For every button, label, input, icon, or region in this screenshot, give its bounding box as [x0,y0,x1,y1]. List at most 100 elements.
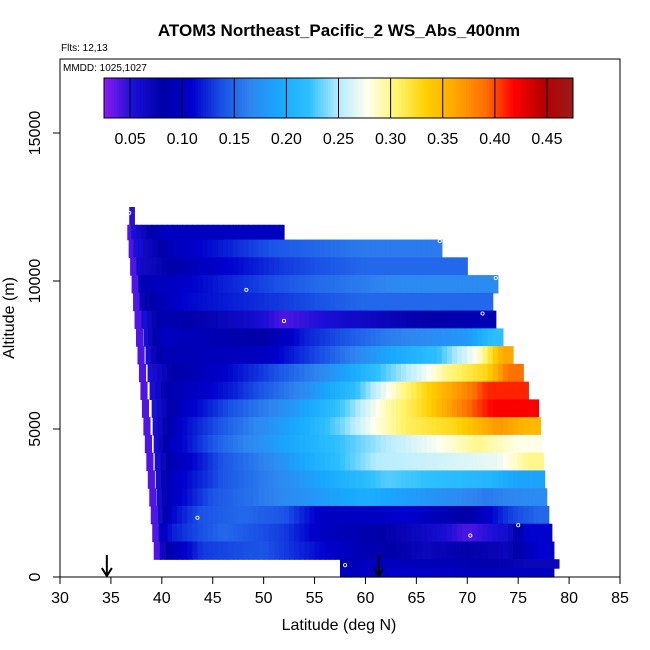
heatmap-cell [528,559,535,569]
heatmap-cell [441,452,448,472]
heatmap-cell [289,470,295,489]
heatmap-cell [314,363,321,383]
colorbar-swatch [317,78,321,118]
heatmap-cell [253,417,260,436]
heatmap-cell [426,381,433,400]
heatmap-cell [487,541,494,560]
heatmap-cell [360,275,367,294]
heatmap-cell [258,488,265,507]
heatmap-cell [492,559,499,569]
heatmap-cell [284,346,290,365]
heatmap-cell [202,310,209,329]
heatmap-cell [513,559,519,569]
heatmap-cell [233,310,239,329]
heatmap-cell [289,328,295,347]
profile-cell [138,363,147,383]
heatmap-cell [502,488,509,507]
colorbar-swatch [440,78,444,118]
heatmap-cell [198,275,204,294]
heatmap-cell [166,310,173,329]
heatmap-cell [202,257,209,276]
heatmap-cell [268,257,275,276]
heatmap-cell [452,568,458,578]
heatmap-cell [217,224,224,241]
heatmap-cell [182,224,188,241]
heatmap-cell [528,488,534,507]
heatmap-cell [487,434,494,454]
heatmap-cell [345,568,351,578]
heatmap-cell [477,568,484,578]
heatmap-cell [278,257,285,276]
heatmap-cell [202,470,209,489]
heatmap-cell [406,310,412,329]
heatmap-cell [228,275,234,294]
heatmap-cell [462,434,468,454]
sample-points [127,210,561,575]
heatmap-cell [278,541,285,560]
heatmap-cell [375,505,382,525]
colorbar-swatch [255,78,259,118]
heatmap-cell [426,417,433,436]
heatmap-cell [329,292,336,312]
heatmap-cell [207,224,214,241]
heatmap-cell [340,417,346,436]
heatmap-cell [385,434,392,454]
heatmap-cell [553,559,560,569]
colorbar-swatch [137,78,141,118]
heatmap-cell [187,224,193,241]
heatmap-cell [360,292,367,312]
heatmap-cell [243,470,249,489]
heatmap-cell [416,568,423,578]
heatmap-cell [385,417,392,436]
heatmap-cell [193,275,199,294]
y-axis-label: Altitude (m) [1,277,18,359]
heatmap-cell [212,224,219,241]
colorbar-swatch [526,78,530,118]
heatmap-cell [340,275,346,294]
heatmap-cell [436,399,443,418]
heatmap-cell [390,257,397,276]
colorbar-swatch [333,78,337,118]
heatmap-cell [334,328,341,347]
heatmap-cell [166,328,173,347]
heatmap-cell [309,470,316,489]
heatmap-cell [416,310,423,329]
heatmap-cell [299,328,305,347]
heatmap-cell [421,399,428,418]
profile-cell [153,541,161,560]
heatmap-cell [187,363,193,383]
heatmap-cell [172,399,178,418]
heatmap-cell [289,257,295,276]
heatmap-cell [375,452,382,472]
colorbar-swatch [304,78,308,118]
heatmap-cell [314,275,321,294]
colorbar-swatch [312,78,316,118]
heatmap-cell [294,505,300,525]
heatmap-cell [401,568,407,578]
heatmap-cell [187,541,193,560]
altitude-layer [129,207,135,226]
heatmap-cell [222,363,229,383]
heatmap-cell [278,399,285,418]
colorbar-swatch [434,78,439,118]
heatmap-cell [182,399,188,418]
heatmap-cell [182,470,188,489]
heatmap-cell [162,434,169,454]
heatmap-cell [492,434,499,454]
colorbar-swatch [132,78,136,118]
heatmap-cell [329,470,336,489]
heatmap-cell [436,310,443,329]
profile-cell [127,224,135,241]
heatmap-cell [173,275,179,294]
heatmap-cell [207,417,214,436]
heatmap-cell [487,470,494,489]
heatmap-cell [355,559,361,569]
heatmap-cell [192,541,199,560]
heatmap-cell [416,470,423,489]
heatmap-cell [319,292,326,312]
heatmap-cell [340,292,346,312]
x-tick-label: 55 [306,590,324,607]
heatmap-cell [217,239,224,258]
heatmap-cell [462,363,468,383]
